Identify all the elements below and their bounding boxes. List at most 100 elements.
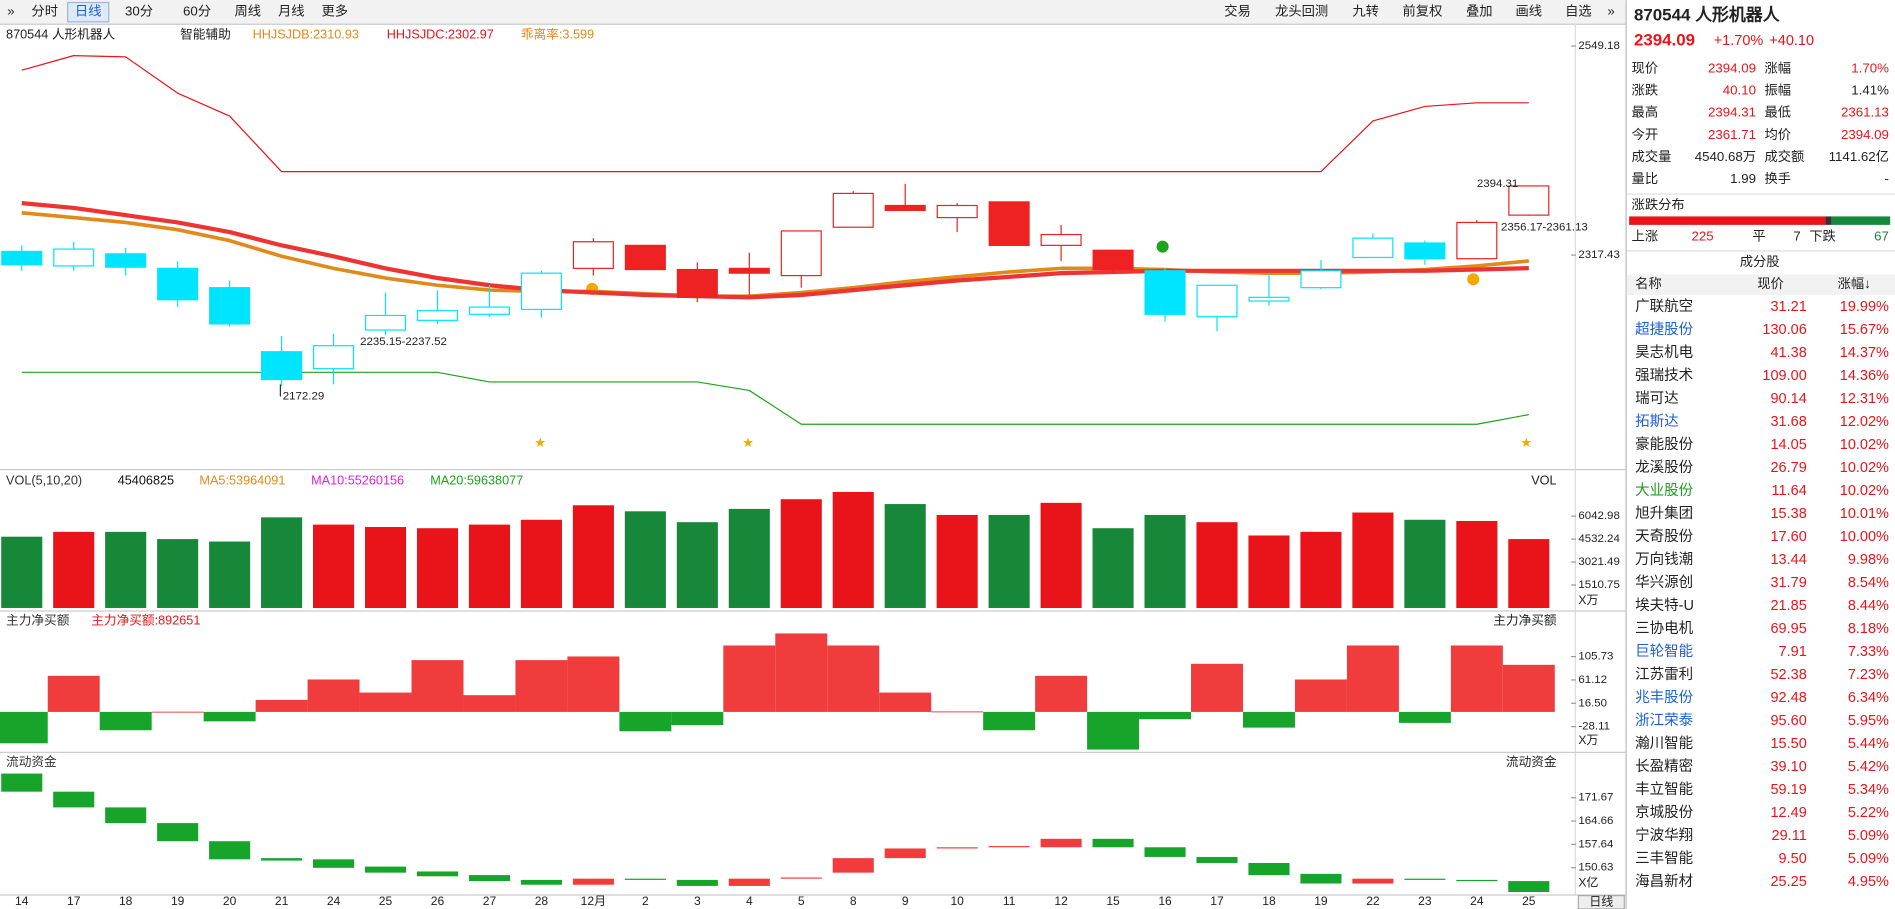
flow-bar — [931, 711, 984, 713]
volume-bar — [209, 541, 251, 608]
stock-name[interactable]: 龙溪股份 — [1635, 459, 1693, 476]
stock-change: 6.34% — [1848, 690, 1889, 706]
stock-name[interactable]: 京城股份 — [1635, 804, 1693, 821]
toolbar-tab[interactable]: 60分 — [183, 4, 211, 19]
toolbar-button[interactable]: 龙头回测 — [1275, 4, 1328, 19]
candle-body — [209, 287, 251, 325]
stock-name[interactable]: 长盈精密 — [1635, 758, 1693, 775]
dist-value: 225 — [1692, 228, 1714, 243]
volume-bar — [1352, 512, 1394, 608]
stock-name[interactable]: 三丰智能 — [1635, 850, 1693, 867]
flow-bar — [0, 711, 48, 744]
quote-value: 2394.31 — [1708, 105, 1756, 120]
candle-body — [364, 314, 407, 331]
toolbar-button[interactable]: 交易 — [1224, 3, 1251, 19]
toolbar-button[interactable]: 画线 — [1516, 4, 1543, 19]
stock-price: 29.11 — [1772, 828, 1807, 844]
stock-price: 31.21 — [1770, 299, 1806, 315]
toolbar — [0, 0, 1626, 25]
toolbar-tab[interactable]: 30分 — [125, 4, 153, 19]
candle-body — [468, 306, 511, 315]
collapse-icon[interactable]: » — [7, 4, 14, 19]
stock-name[interactable]: 大业股份 — [1635, 482, 1693, 499]
stock-name[interactable]: 天奇股份 — [1635, 528, 1693, 545]
stock-name[interactable]: 埃夫特-U — [1635, 597, 1694, 614]
stock-name[interactable]: 拓斯达 — [1635, 413, 1679, 430]
stock-name[interactable]: 广联航空 — [1635, 298, 1693, 315]
y-tick-label: 2317.43 — [1578, 249, 1619, 261]
x-tick-label: 24 — [1470, 894, 1484, 908]
flow-bar — [359, 692, 412, 712]
candle-body — [520, 272, 562, 311]
panel-header-right: 主力净买额 — [1493, 614, 1557, 628]
volume-bar — [364, 527, 407, 608]
stock-name[interactable]: 海昌新材 — [1635, 873, 1693, 890]
flow-bar — [671, 711, 724, 725]
indicator-line — [21, 55, 1529, 173]
liquidity-bar — [1248, 862, 1290, 876]
toolbar-tab[interactable]: 日线 — [75, 4, 102, 19]
stock-name[interactable]: 巨轮智能 — [1635, 643, 1693, 660]
volume-bar — [936, 514, 978, 608]
stock-name[interactable]: 丰立智能 — [1635, 781, 1693, 798]
liquidity-bar — [261, 858, 303, 861]
stock-price: 21.85 — [1770, 598, 1806, 614]
flow-bar — [775, 633, 828, 712]
stock-name[interactable]: 三协电机 — [1635, 620, 1693, 637]
stock-price: 95.60 — [1770, 713, 1806, 729]
stock-price: 15.38 — [1770, 506, 1806, 522]
panel-header: VOL(5,10,20) — [6, 473, 82, 487]
stock-name[interactable]: 瑞可达 — [1635, 390, 1679, 407]
volume-bar — [520, 519, 562, 608]
stock-name[interactable]: 万向钱潮 — [1635, 551, 1693, 568]
panel-header: 45406825 — [118, 473, 174, 487]
candle-body — [1300, 270, 1342, 289]
x-tick-label: 23 — [1418, 894, 1432, 908]
stock-change: 5.44% — [1848, 736, 1889, 752]
toolbar-tab[interactable]: 更多 — [321, 3, 348, 19]
toolbar-button[interactable]: 九转 — [1352, 4, 1379, 19]
quote-value: 1.41% — [1851, 83, 1889, 98]
toolbar-tab[interactable]: 分时 — [31, 4, 58, 19]
toolbar-button[interactable]: 自选 — [1565, 4, 1592, 19]
y-tick-label: 3021.49 — [1578, 556, 1619, 568]
stock-name[interactable]: 江苏雷利 — [1635, 666, 1693, 683]
toolbar-tab[interactable]: 月线 — [278, 4, 305, 19]
stock-name[interactable]: 昊志机电 — [1635, 344, 1693, 361]
candle-body — [1456, 221, 1498, 260]
toolbar-button[interactable]: 前复权 — [1403, 3, 1443, 19]
expand-icon[interactable]: » — [1607, 4, 1614, 19]
stock-name[interactable]: 华兴源创 — [1635, 574, 1693, 591]
y-tick-label: 16.50 — [1578, 697, 1607, 709]
star-marker: ★ — [742, 435, 754, 450]
flow-bar — [463, 695, 516, 712]
x-tick-label: 8 — [850, 894, 857, 908]
stock-name[interactable]: 旭升集团 — [1635, 505, 1693, 522]
stock-change: 8.54% — [1848, 575, 1889, 591]
stock-name[interactable]: 强瑞技术 — [1635, 367, 1693, 384]
x-tick-label: 24 — [327, 894, 341, 908]
stock-name[interactable]: 瀚川智能 — [1635, 735, 1693, 752]
stock-name[interactable]: 宁波华翔 — [1635, 827, 1693, 844]
stock-change: 5.95% — [1848, 713, 1889, 729]
liquidity-bar — [1144, 847, 1186, 857]
tab-active — [67, 1, 110, 23]
quote-price: 2394.09 — [1634, 31, 1695, 50]
liquidity-bar — [364, 866, 407, 873]
stock-name[interactable]: 豪能股份 — [1635, 436, 1693, 453]
candle-body — [1144, 270, 1186, 315]
stock-name[interactable]: 浙江荣泰 — [1635, 712, 1693, 729]
candle-body — [988, 201, 1030, 246]
candle-body — [832, 192, 874, 228]
x-tick-label: 5 — [798, 894, 805, 908]
panel-header: 流动资金 — [6, 754, 57, 769]
x-tick-label: 22 — [1366, 894, 1380, 908]
price-annotation: 2394.31 — [1477, 178, 1518, 190]
toolbar-tab[interactable]: 周线 — [234, 4, 261, 19]
distribution-bar — [1831, 216, 1891, 225]
volume-bar — [416, 528, 459, 608]
stock-name[interactable]: 超捷股份 — [1635, 321, 1693, 338]
stock-name[interactable]: 兆丰股份 — [1635, 689, 1693, 706]
toolbar-button[interactable]: 叠加 — [1466, 4, 1493, 19]
x-tick-label: 21 — [275, 894, 289, 908]
